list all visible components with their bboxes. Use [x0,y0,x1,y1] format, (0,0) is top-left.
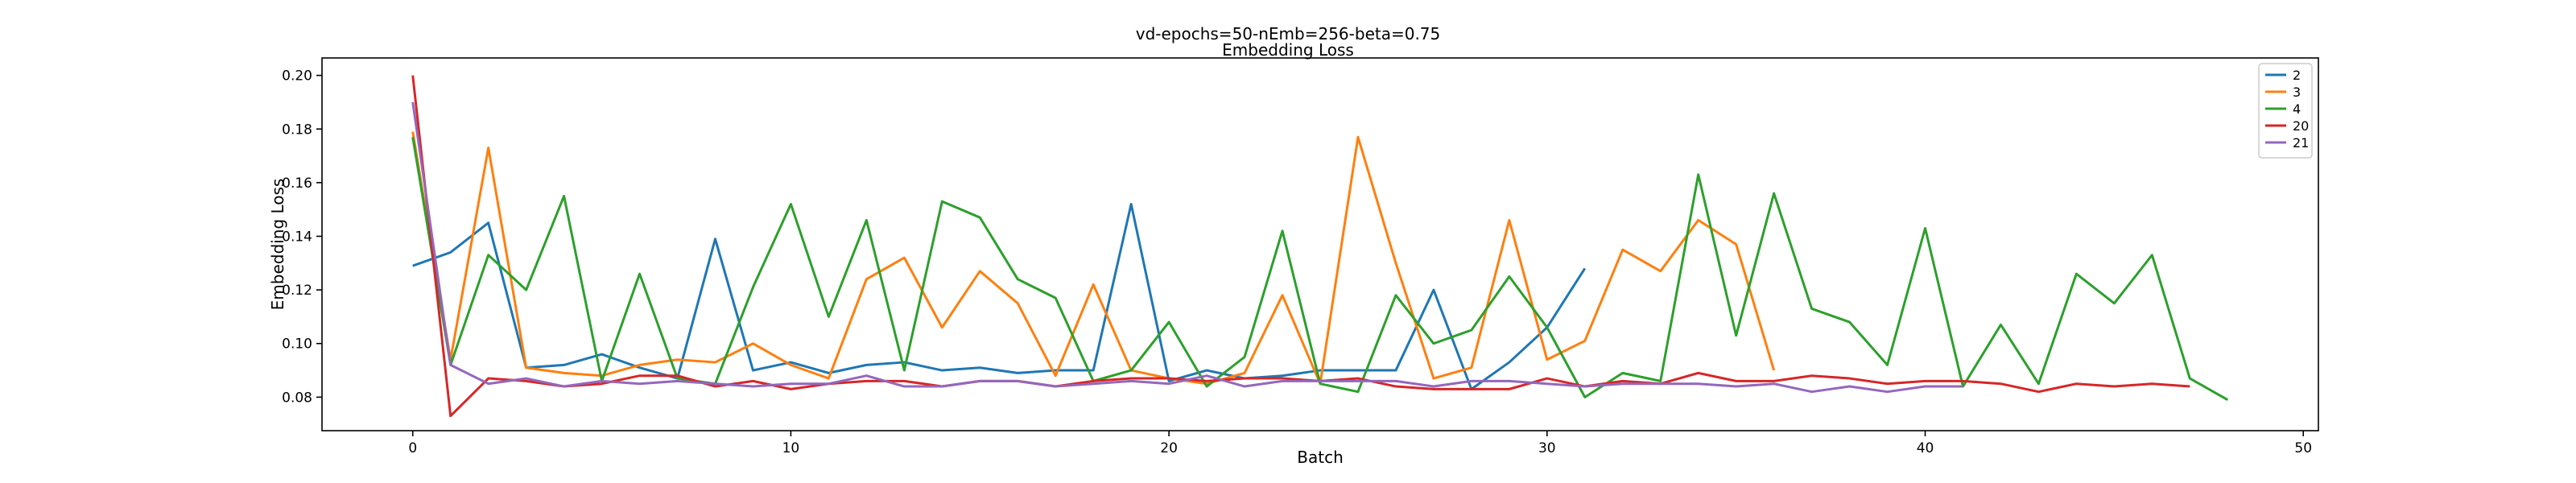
x-tick-label: 40 [1917,440,1934,456]
y-tick-label: 0.20 [282,68,312,85]
x-tick-label: 10 [782,440,800,456]
legend-label: 21 [2293,135,2309,151]
y-tick-label: 0.18 [282,122,312,138]
y-tick-label: 0.12 [282,283,312,299]
y-axis-ticks: 0.08 0.10 0.12 0.14 0.16 0.18 0.20 [282,68,322,406]
series-line-2 [412,203,1587,390]
x-axis-label: Batch [1297,448,1344,467]
legend-label: 20 [2293,118,2309,134]
y-tick-label: 0.14 [282,229,312,246]
y-tick-label: 0.16 [282,175,312,192]
x-tick-label: 30 [1538,440,1556,456]
x-tick-label: 50 [2294,440,2312,456]
chart-subtitle: Embedding Loss [1222,40,1354,60]
series-line-3 [411,131,1776,386]
series-line-21 [411,101,1963,394]
chart-title: vd-epochs=50-nEmb=256-beta=0.75 [1135,24,1441,43]
y-axis-label: Embedding Loss [268,179,287,311]
plot-lines [411,75,2229,418]
y-tick-label: 0.10 [282,336,312,353]
legend-box [2258,63,2313,159]
x-axis-ticks: 0 10 20 30 40 50 [408,431,2312,456]
legend-label: 3 [2293,85,2301,100]
x-tick-label: 20 [1160,440,1178,456]
legend-label: 2 [2293,68,2301,83]
x-tick-label: 0 [408,440,417,456]
axes-frame [321,57,2319,431]
y-tick-label: 0.08 [282,390,312,406]
series-line-20 [411,75,2190,418]
legend-label: 4 [2293,101,2301,117]
